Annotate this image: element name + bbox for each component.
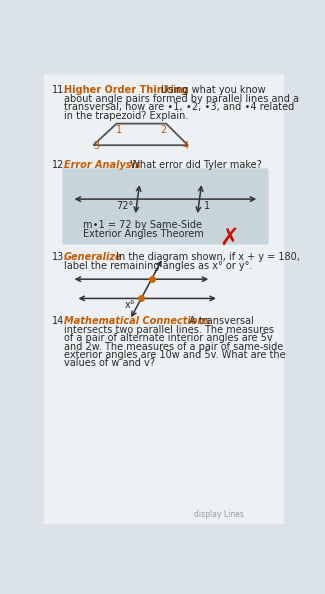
- Text: Mathematical Connections: Mathematical Connections: [64, 316, 210, 326]
- Text: in the trapezoid? Explain.: in the trapezoid? Explain.: [64, 110, 188, 121]
- Text: 1: 1: [116, 125, 122, 135]
- Text: Exterior Angles Theorem: Exterior Angles Theorem: [83, 229, 204, 239]
- Text: label the remaining angles as x° or y°.: label the remaining angles as x° or y°.: [64, 261, 252, 271]
- FancyBboxPatch shape: [62, 168, 268, 245]
- Text: intersects two parallel lines. The measures: intersects two parallel lines. The measu…: [64, 324, 274, 334]
- Text: exterior angles are 10w and 5v. What are the: exterior angles are 10w and 5v. What are…: [64, 350, 285, 360]
- Text: of a pair of alternate interior angles are 5v: of a pair of alternate interior angles a…: [64, 333, 272, 343]
- Text: ✗: ✗: [219, 226, 239, 250]
- Text: In the diagram shown, if x + y = 180,: In the diagram shown, if x + y = 180,: [113, 252, 300, 262]
- Text: 11.: 11.: [51, 85, 67, 95]
- Text: Generalize: Generalize: [64, 252, 123, 262]
- Text: 2: 2: [160, 125, 166, 135]
- Text: A transversal: A transversal: [186, 316, 253, 326]
- Text: 1: 1: [204, 201, 210, 211]
- Text: about angle pairs formed by parallel lines and a: about angle pairs formed by parallel lin…: [64, 94, 299, 103]
- Text: and 2w. The measures of a pair of same-side: and 2w. The measures of a pair of same-s…: [64, 342, 283, 352]
- Text: What error did Tyler make?: What error did Tyler make?: [124, 160, 261, 170]
- Text: 4: 4: [182, 141, 188, 151]
- Text: 13.: 13.: [51, 252, 67, 262]
- Text: Error Analysis: Error Analysis: [64, 160, 141, 170]
- Text: display Lines: display Lines: [194, 510, 244, 519]
- Text: transversal, how are ∙1, ∙2, ∙3, and ∙4 related: transversal, how are ∙1, ∙2, ∙3, and ∙4 …: [64, 102, 294, 112]
- Text: 72°: 72°: [116, 201, 133, 211]
- Text: Higher Order Thinking: Higher Order Thinking: [64, 85, 188, 95]
- Text: 14.: 14.: [51, 316, 67, 326]
- Text: 12.: 12.: [51, 160, 67, 170]
- Text: x°: x°: [124, 300, 135, 310]
- Text: 3: 3: [93, 141, 99, 151]
- Text: Using what you know: Using what you know: [158, 85, 266, 95]
- Text: m∙1 = 72 by Same-Side: m∙1 = 72 by Same-Side: [83, 220, 202, 230]
- Text: values of w and v?: values of w and v?: [64, 359, 155, 368]
- FancyBboxPatch shape: [44, 74, 284, 524]
